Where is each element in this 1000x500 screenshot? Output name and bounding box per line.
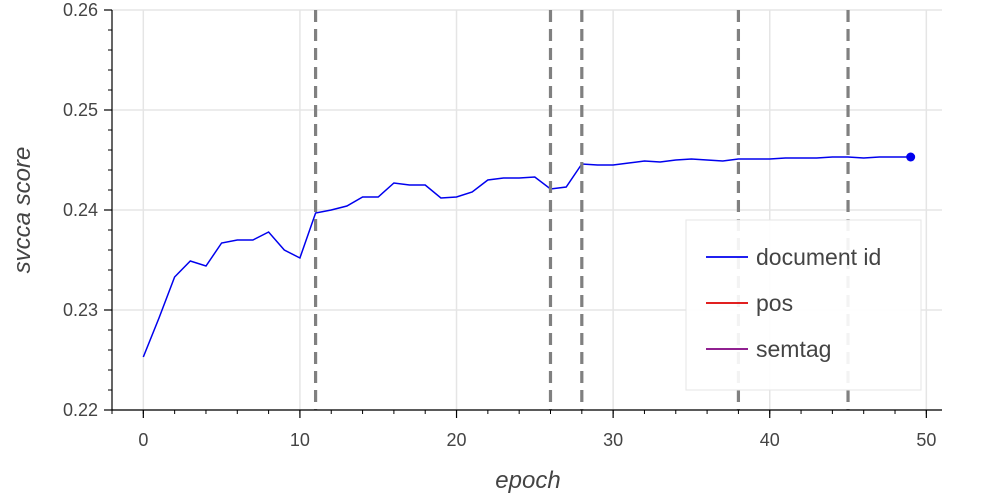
y-tick-label: 0.22 (63, 400, 98, 420)
x-tick-label: 40 (760, 430, 780, 450)
series-line (142, 156, 911, 358)
legend-box (685, 219, 922, 391)
legend-label: semtag (756, 336, 831, 362)
x-tick-label: 10 (290, 430, 310, 450)
y-tick-label: 0.25 (63, 100, 98, 120)
y-tick-label: 0.24 (63, 200, 98, 220)
x-tick-label: 20 (447, 430, 467, 450)
series-end-point (906, 152, 916, 162)
legend-label: pos (756, 290, 793, 316)
series-layer (142, 152, 916, 358)
x-tick-label: 0 (138, 430, 148, 450)
y-tick-label: 0.23 (63, 300, 98, 320)
y-axis-title: svcca score (9, 147, 36, 274)
x-tick-label: 30 (603, 430, 623, 450)
legend-label: document id (756, 244, 881, 270)
axes: 0.22 0.23 0.24 0.25 0.26 0 10 20 30 40 50 (63, 0, 942, 450)
x-axis-title: epoch (495, 467, 560, 494)
legend: document id pos semtag (685, 219, 922, 391)
y-tick-label: 0.26 (63, 0, 98, 20)
x-tick-label: 50 (916, 430, 936, 450)
